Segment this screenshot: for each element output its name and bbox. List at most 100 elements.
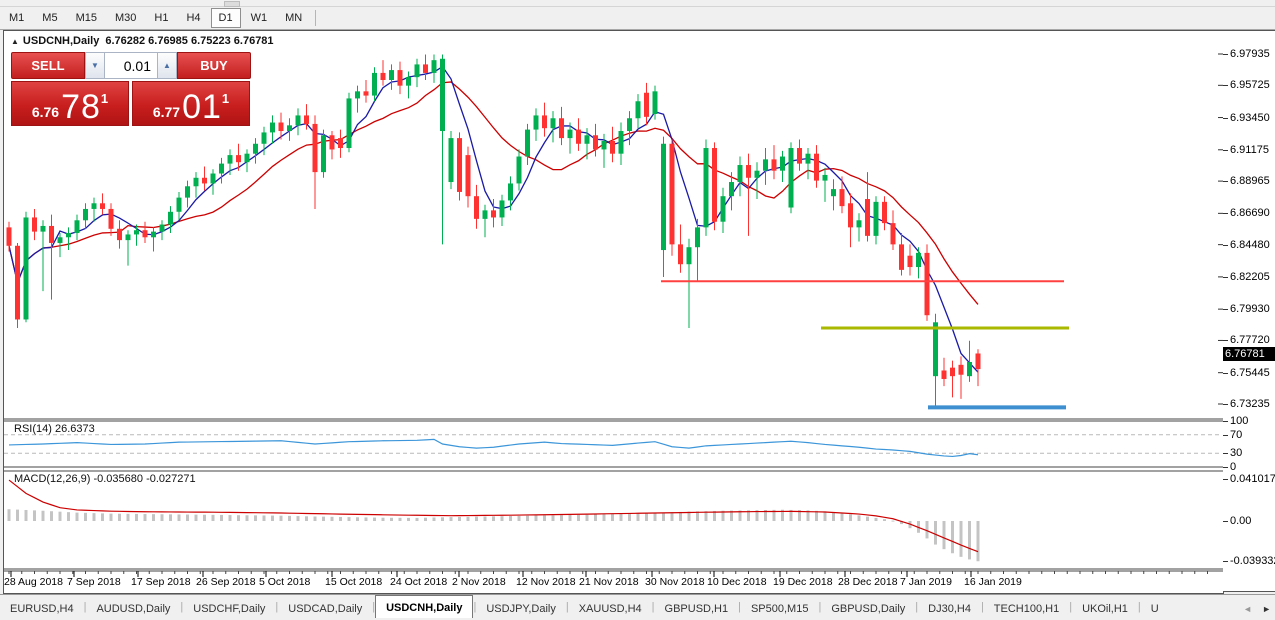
candle-bear (890, 223, 896, 245)
rsi-line (8, 438, 979, 458)
macd-histogram-bar (475, 516, 478, 521)
timeframe-button-m15[interactable]: M15 (75, 12, 97, 24)
candle-bear (100, 203, 105, 209)
toolbar-drag-handle[interactable] (224, 1, 240, 7)
macd-histogram-bar (840, 513, 844, 521)
tab-scroll-left-icon[interactable]: ◄ (1243, 604, 1253, 614)
chart-canvas[interactable] (4, 31, 1223, 593)
price-axis-label: 6.95725 (1223, 79, 1270, 91)
price-axis-label: 6.75445 (1223, 367, 1270, 379)
sell-button[interactable]: SELL (11, 52, 85, 79)
candle-bear (797, 148, 802, 164)
macd-histogram-bar (755, 510, 759, 521)
candle-bull (185, 186, 190, 198)
chart-tab-eurusd[interactable]: EURUSD,H4 (10, 602, 74, 615)
candle-bull (23, 217, 29, 320)
chart-tab-u[interactable]: U (1150, 602, 1159, 615)
candle-bull (168, 211, 173, 225)
candle-bear (49, 225, 54, 243)
chart-tab-ukoil[interactable]: UKOil,H1 (1082, 602, 1128, 615)
macd-histogram-bar (772, 509, 776, 521)
timeframe-button-m30[interactable]: M30 (114, 12, 137, 24)
macd-histogram-bar (951, 521, 954, 554)
tab-divider: | (275, 601, 279, 613)
macd-histogram-bar (305, 516, 308, 521)
trade-buttons-row: SELL ▼ ▲ BUY (11, 52, 251, 79)
candle-bull (525, 129, 530, 157)
macd-histogram-bar (356, 517, 359, 521)
candle-bull (567, 129, 573, 139)
date-axis-label: 15 Oct 2018 (325, 576, 383, 588)
buy-price-panel[interactable]: 6.77 01 1 (132, 81, 250, 126)
chart-tab-bar: EURUSD,H4 | AUDUSD,Daily | USDCHF,Daily | USDC… (0, 594, 1275, 619)
buy-button[interactable]: BUY (177, 52, 251, 79)
volume-increase-button[interactable]: ▲ (157, 52, 177, 79)
chart-tab-gbpusd[interactable]: GBPUSD,H1 (664, 602, 729, 615)
price-axis-label: 6.84480 (1223, 239, 1270, 251)
candle-bull (695, 227, 700, 248)
macd-histogram-bar (526, 515, 529, 521)
chart-tab-usdcad[interactable]: USDCAD,Daily (288, 602, 363, 615)
timeframe-button-mn[interactable]: MN (285, 12, 303, 24)
timeframe-button-m5[interactable]: M5 (42, 12, 58, 24)
chart-tab-usdchf[interactable]: USDCHF,Daily (193, 602, 266, 615)
tab-divider: | (651, 601, 655, 613)
date-axis-label: 17 Sep 2018 (131, 576, 191, 588)
timeframe-button-h1[interactable]: H1 (154, 12, 169, 24)
candle-bear (312, 123, 318, 173)
sell-price-panel[interactable]: 6.76 78 1 (11, 81, 129, 126)
collapse-triangle-icon[interactable]: ▲ (11, 37, 19, 46)
chart-tab-usdjpy[interactable]: USDJPY,Daily (486, 602, 556, 615)
macd-histogram-bar (891, 520, 895, 522)
macd-histogram-bar (92, 513, 96, 521)
chart-tab-gbpusd[interactable]: GBPUSD,Daily (831, 602, 906, 615)
timeframe-button-d1[interactable]: D1 (210, 8, 241, 28)
macd-histogram-bar (883, 519, 886, 521)
macd-histogram-bar (24, 509, 28, 521)
macd-histogram-bar (849, 514, 852, 521)
date-axis-label: 28 Dec 2018 (838, 576, 898, 588)
timeframe-button-m1[interactable]: M1 (9, 12, 25, 24)
macd-histogram-bar (169, 514, 172, 521)
macd-histogram-bar (432, 517, 436, 521)
candle-bull (618, 131, 624, 154)
candle-bull (227, 155, 233, 164)
timeframe-button-h4[interactable]: H4 (186, 12, 201, 24)
chart-window[interactable]: ▲ USDCNH,Daily 6.76282 6.76985 6.75223 6.7… (3, 30, 1224, 594)
macd-histogram-bar (679, 511, 682, 521)
chart-tab-audusd[interactable]: AUDUSD,Daily (96, 602, 171, 615)
chart-tab-dj30[interactable]: DJ30,H4 (928, 602, 971, 615)
macd-histogram-bar (126, 513, 130, 521)
timeframe-button-w1[interactable]: W1 (250, 12, 268, 24)
macd-histogram-bar (118, 513, 121, 521)
candle-bear (950, 367, 955, 377)
macd-histogram-bar (220, 514, 223, 521)
candle-bull (729, 182, 734, 197)
date-axis-label: 7 Jan 2019 (900, 576, 952, 588)
volume-decrease-button[interactable]: ▼ (85, 52, 105, 79)
macd-histogram-bar (458, 516, 461, 521)
macd-histogram-bar (704, 511, 708, 521)
chart-tab-xauusd[interactable]: XAUUSD,H4 (578, 602, 642, 615)
candle-bull (482, 210, 488, 219)
macd-histogram-bar (135, 513, 138, 521)
tab-scroll-right-icon[interactable]: ► (1262, 604, 1271, 614)
top-strip (0, 0, 1275, 7)
macd-histogram-bar (687, 511, 691, 521)
chart-tab-usdcnh[interactable]: USDCNH,Daily (375, 595, 474, 619)
macd-histogram-bar (636, 513, 640, 521)
chart-tab-tech100[interactable]: TECH100,H1 (993, 602, 1060, 615)
volume-input[interactable] (105, 52, 157, 79)
macd-histogram-bar (424, 517, 427, 521)
chart-tab-sp500[interactable]: SP500,M15 (750, 602, 809, 615)
sell-price-sup: 1 (100, 91, 109, 106)
price-axis: 6.76781 6.97935 6.95725 6.93450 6.91175 6.88… (1223, 30, 1275, 592)
candle-bear (32, 217, 37, 232)
candle-bear (848, 203, 853, 228)
tab-divider: | (372, 601, 376, 613)
macd-histogram-bar (823, 511, 827, 521)
tab-scroll-buttons: ◄ ► (1243, 604, 1271, 614)
candle-bull (805, 153, 811, 164)
macd-histogram-bar (925, 521, 929, 539)
macd-axis-label: 0.041017 (1223, 473, 1275, 485)
